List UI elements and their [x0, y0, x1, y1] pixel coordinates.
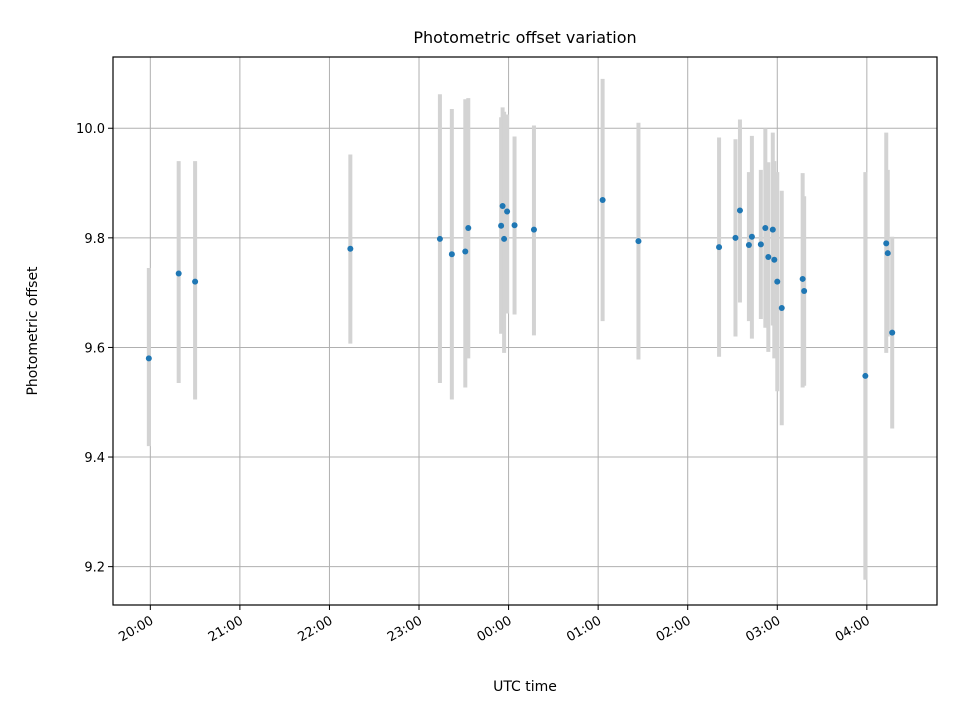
- data-point: [530, 226, 537, 233]
- data-point: [757, 241, 764, 248]
- data-point: [599, 197, 606, 204]
- data-point: [504, 208, 511, 215]
- x-tick-label: 21:00: [206, 613, 246, 645]
- y-tick-label: 9.2: [84, 561, 105, 576]
- data-point: [862, 372, 869, 379]
- data-point: [175, 270, 182, 277]
- x-tick-label: 01:00: [564, 613, 604, 645]
- y-tick-label: 9.4: [84, 451, 105, 466]
- data-point: [192, 278, 199, 285]
- x-axis-ticks: 20:00 21:00 22:00 23:00 00:00 01:00 02:00 03:00…: [116, 605, 873, 645]
- data-point: [498, 222, 505, 229]
- y-tick-label: 10.0: [76, 122, 105, 137]
- x-tick-label: 23:00: [385, 613, 425, 645]
- data-point: [436, 235, 443, 242]
- data-point: [462, 248, 469, 255]
- data-point: [716, 244, 723, 251]
- x-tick-label: 20:00: [116, 613, 156, 645]
- data-point: [883, 240, 890, 247]
- data-point: [732, 234, 739, 241]
- x-tick-label: 22:00: [296, 613, 336, 645]
- plot-frame: [112, 56, 938, 606]
- data-points: [145, 197, 896, 379]
- y-axis-ticks: 9.2 9.4 9.6 9.8 10.0: [76, 122, 113, 576]
- data-point: [499, 203, 506, 210]
- error-bars: [146, 78, 895, 580]
- data-point: [762, 224, 769, 231]
- data-point: [778, 304, 785, 311]
- data-point: [799, 275, 806, 282]
- data-point: [889, 329, 896, 336]
- data-point: [748, 233, 755, 240]
- data-point: [635, 238, 642, 245]
- grid-lines: [113, 57, 937, 605]
- data-point: [347, 245, 354, 252]
- data-point: [745, 241, 752, 248]
- data-point: [511, 222, 518, 229]
- y-axis-label: Photometric offset: [25, 266, 41, 396]
- data-point: [774, 278, 781, 285]
- data-point: [145, 355, 152, 362]
- data-point: [501, 235, 508, 242]
- x-axis-label: UTC time: [493, 679, 557, 695]
- y-tick-label: 9.8: [84, 232, 105, 247]
- data-point: [884, 250, 891, 257]
- data-point: [801, 287, 808, 294]
- data-point: [465, 224, 472, 231]
- data-point: [448, 251, 455, 258]
- y-tick-label: 9.6: [84, 341, 105, 356]
- x-tick-label: 00:00: [475, 613, 515, 645]
- chart-title: Photometric offset variation: [413, 28, 636, 47]
- data-point: [736, 207, 743, 214]
- data-point: [771, 256, 778, 263]
- x-tick-label: 04:00: [833, 613, 873, 645]
- data-point: [769, 226, 776, 233]
- data-point: [765, 254, 772, 261]
- x-tick-label: 02:00: [654, 613, 694, 645]
- x-tick-label: 03:00: [743, 613, 783, 645]
